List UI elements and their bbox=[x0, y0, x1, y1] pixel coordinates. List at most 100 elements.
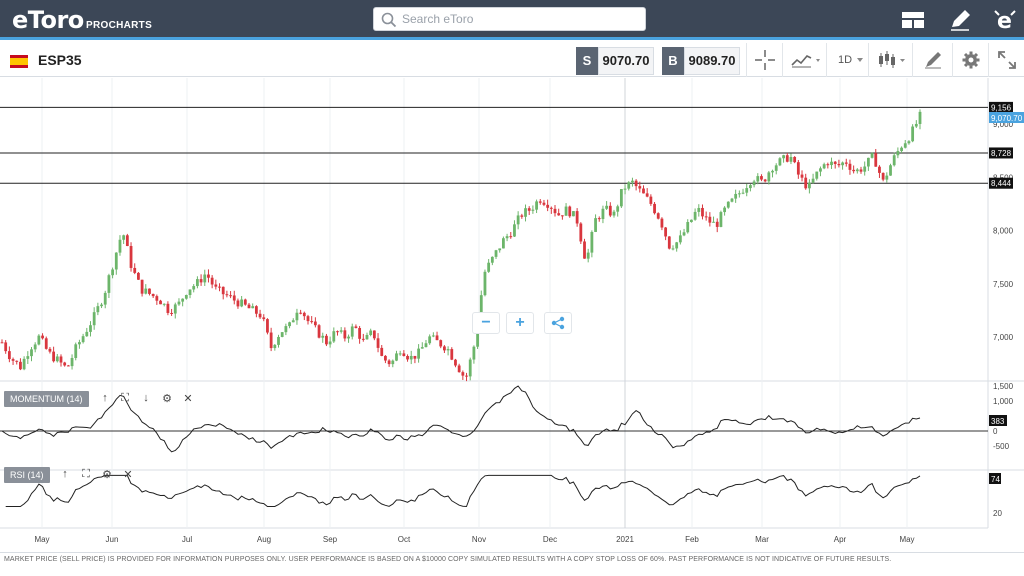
move-up-icon[interactable]: ↑ bbox=[102, 392, 108, 404]
candle-body bbox=[833, 161, 837, 164]
candle-body bbox=[55, 356, 59, 362]
candle-body bbox=[155, 296, 159, 301]
candle-body bbox=[398, 353, 402, 355]
candle-body bbox=[251, 306, 255, 309]
price-level-tag bbox=[989, 147, 1013, 159]
candle-body bbox=[579, 223, 583, 242]
candle-body bbox=[74, 344, 78, 358]
candle-body bbox=[48, 348, 52, 352]
candle-body bbox=[634, 180, 638, 187]
search-input[interactable]: Search eToro bbox=[373, 7, 646, 31]
candle-body bbox=[33, 344, 37, 350]
horizontal-levels[interactable]: 9,156 8,728 8,444 bbox=[0, 101, 1013, 189]
candle-body bbox=[903, 143, 907, 148]
candle-body bbox=[310, 321, 314, 323]
momentum-label[interactable]: MOMENTUM (14) bbox=[4, 391, 89, 407]
rsi-pane: 20 bbox=[5, 474, 1002, 518]
candle-body bbox=[719, 212, 723, 227]
candle-body bbox=[199, 279, 203, 283]
momentum-tick-label: 1,000 bbox=[993, 397, 1014, 406]
draw-tools-button[interactable] bbox=[912, 43, 952, 77]
time-axis-label: May bbox=[34, 535, 49, 544]
search-icon bbox=[381, 12, 397, 28]
move-up-icon[interactable]: ↑ bbox=[62, 468, 68, 480]
candle-body bbox=[52, 351, 56, 362]
close-icon[interactable]: ✕ bbox=[183, 393, 193, 405]
candle-body bbox=[166, 303, 170, 313]
candle-body bbox=[841, 162, 844, 166]
price-level-label: 8,728 bbox=[991, 149, 1012, 158]
etoro-e-icon[interactable]: e bbox=[992, 7, 1018, 33]
close-icon[interactable]: ✕ bbox=[123, 469, 133, 481]
candle-body bbox=[483, 271, 487, 296]
candle-body bbox=[420, 347, 424, 349]
chart-type-icon bbox=[791, 55, 820, 68]
buy-quote[interactable]: B 9089.70 bbox=[662, 47, 742, 75]
candle-body bbox=[325, 335, 328, 345]
layout-icon[interactable] bbox=[900, 7, 926, 33]
zoom-in-button[interactable]: + bbox=[506, 312, 534, 334]
zoom-out-button[interactable]: − bbox=[472, 312, 500, 334]
candle-body bbox=[712, 221, 715, 223]
chart-type-button[interactable] bbox=[782, 43, 826, 77]
candle-body bbox=[682, 232, 686, 236]
maximize-icon[interactable]: ⛶ bbox=[121, 392, 129, 404]
candle-body bbox=[428, 336, 432, 344]
price-tick-label: 7,500 bbox=[993, 280, 1014, 289]
pencil-icon[interactable] bbox=[947, 7, 973, 33]
candle-body bbox=[542, 202, 546, 205]
indicator-settings-icon[interactable]: ⚙ bbox=[162, 393, 172, 405]
candle-body bbox=[653, 203, 656, 214]
candle-body bbox=[391, 360, 395, 365]
expand-button[interactable] bbox=[988, 43, 1024, 77]
candle-body bbox=[527, 208, 531, 211]
candle-body bbox=[284, 326, 288, 333]
time-axis-label: Apr bbox=[834, 535, 847, 544]
candle-body bbox=[343, 330, 347, 339]
candle-body bbox=[619, 189, 623, 207]
candle-body bbox=[262, 317, 266, 320]
candle-body bbox=[546, 204, 550, 208]
candle-body bbox=[693, 211, 697, 220]
settings-button[interactable] bbox=[952, 43, 988, 77]
candle-body bbox=[409, 355, 413, 360]
candle-body bbox=[811, 178, 815, 183]
move-down-icon[interactable]: ↓ bbox=[143, 392, 149, 404]
candle-body bbox=[288, 322, 291, 327]
candle-body bbox=[339, 330, 343, 332]
maximize-icon[interactable]: ⛶ bbox=[82, 468, 90, 480]
sell-price: 9070.70 bbox=[598, 47, 654, 75]
price-tick-label: 8,000 bbox=[993, 227, 1014, 236]
candle-body bbox=[568, 206, 572, 217]
candle-body bbox=[686, 222, 690, 233]
rsi-label[interactable]: RSI (14) bbox=[4, 467, 50, 483]
indicator-settings-icon[interactable]: ⚙ bbox=[102, 469, 112, 481]
momentum-line bbox=[1, 385, 921, 453]
sell-quote[interactable]: S 9070.70 bbox=[576, 47, 656, 75]
candle-body bbox=[96, 306, 100, 313]
candle-body bbox=[15, 360, 19, 362]
candle-body bbox=[41, 335, 44, 339]
candle-body bbox=[446, 349, 450, 351]
etoro-logo[interactable]: eToro bbox=[12, 6, 84, 34]
candle-body bbox=[612, 211, 616, 216]
candle-body bbox=[159, 300, 162, 305]
candle-body bbox=[771, 170, 774, 173]
instrument-symbol[interactable]: ESP35 bbox=[38, 52, 82, 68]
indicators-button[interactable] bbox=[868, 43, 912, 77]
candle-body bbox=[785, 155, 789, 162]
candle-body bbox=[815, 171, 819, 179]
crosshair-button[interactable] bbox=[746, 43, 782, 77]
candle-body bbox=[524, 208, 527, 217]
candle-body bbox=[498, 248, 502, 251]
price-level-label: 8,444 bbox=[991, 179, 1012, 188]
candle-body bbox=[443, 346, 446, 351]
candle-body bbox=[173, 304, 177, 314]
share-button[interactable] bbox=[544, 312, 572, 334]
candle-body bbox=[896, 151, 900, 156]
candle-body bbox=[11, 359, 15, 361]
timeframe-dropdown[interactable]: 1D bbox=[826, 43, 868, 77]
candle-body bbox=[796, 162, 800, 175]
candle-body bbox=[616, 206, 620, 212]
